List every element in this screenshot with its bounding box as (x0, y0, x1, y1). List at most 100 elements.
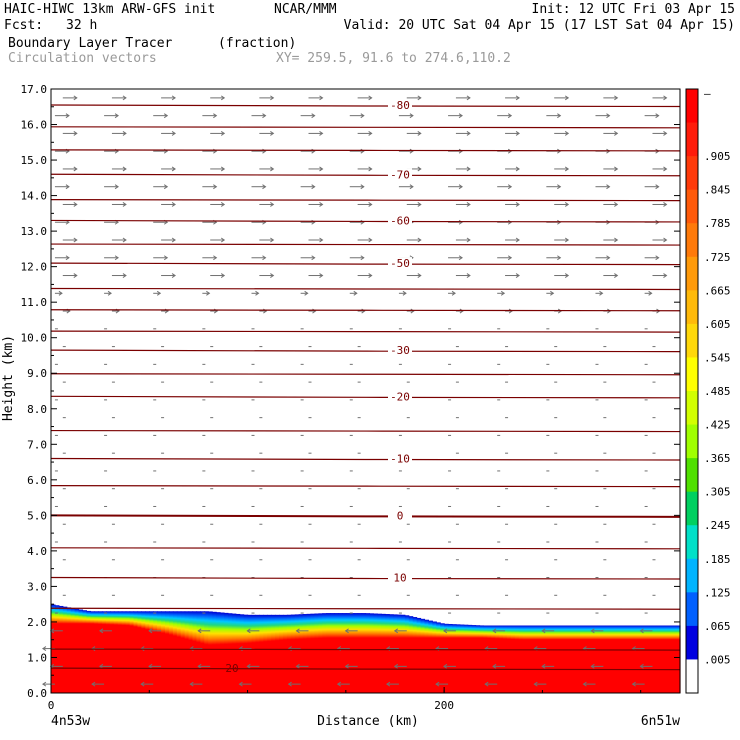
y-axis-label: Height (km) (1, 335, 16, 421)
wind-vector-head (270, 273, 275, 278)
colorbar-label: .905 (704, 150, 731, 163)
xy-range: XY= 259.5, 91.6 to 274.6,110.2 (276, 51, 511, 66)
wind-vector-head (163, 113, 169, 119)
tracer-strip (231, 613, 237, 693)
tracer-strip (522, 625, 528, 693)
wind-vector-head (360, 184, 365, 190)
tracer-strip (432, 621, 437, 693)
tracer-strip (302, 614, 308, 693)
y-tick-label: 7.0 (27, 438, 47, 451)
tracer-strip (393, 614, 398, 693)
tracer-strip (624, 625, 630, 693)
y-tick-label: 8.0 (27, 403, 47, 416)
temperature-contour (50, 514, 681, 518)
tracer-strip (310, 613, 315, 693)
wind-vector-head (99, 663, 104, 669)
wind-vector-head (319, 95, 324, 101)
wind-vector-head (459, 308, 464, 314)
wind-vector-head (220, 95, 226, 101)
tracer-strip (168, 611, 174, 693)
wind-vector-head (246, 628, 251, 634)
tracer-strip (227, 613, 233, 693)
tracer-strip (117, 611, 123, 693)
contour-label-bg (388, 98, 412, 111)
wind-vector-head (295, 663, 300, 669)
tracer-strip (538, 625, 544, 693)
tracer-strip (448, 623, 453, 693)
wind-vector-head (148, 663, 153, 669)
tracer-strip (239, 614, 245, 693)
tracer-strip (554, 625, 559, 693)
y-tick-label: 14.0 (21, 190, 48, 203)
wind-vector-head (220, 273, 226, 278)
tracer-strip (365, 613, 371, 693)
wind-vector-head (189, 646, 194, 652)
tracer-strip (471, 625, 477, 693)
wind-vector-head (360, 113, 365, 119)
tracer-strip (455, 624, 461, 693)
tracer-strip (518, 625, 524, 693)
colorbar-frame (685, 88, 699, 694)
wind-vector-head (507, 184, 513, 190)
tracer-strip (86, 610, 91, 693)
tracer-strip (507, 625, 512, 693)
colorbar-swatch (686, 625, 698, 660)
tracer-strip (479, 625, 485, 693)
wind-vector-head (590, 663, 595, 669)
tracer-strip (275, 614, 280, 693)
contour-label: 20 (225, 662, 238, 675)
tracer-strip (632, 625, 638, 693)
wind-vector-head (99, 628, 104, 634)
contour-label-bg (388, 257, 412, 270)
tracer-strip (125, 611, 131, 693)
wind-vector-head (533, 681, 538, 687)
wind-vector-head (107, 290, 112, 296)
temperature-contours-layer: -80 -70 -60 -50 -30 -20 -10 0 10 20 (50, 98, 681, 675)
y-tick-label: 5.0 (27, 509, 47, 522)
wind-vector-head (458, 113, 463, 119)
wind-vector-head (220, 166, 226, 172)
wind-vector-head (458, 219, 463, 225)
wind-vector-head (368, 166, 373, 172)
tracer-strip (279, 614, 284, 693)
wind-vector-head (458, 148, 463, 154)
colorbar-swatch (686, 558, 698, 593)
wind-vector-head (344, 628, 349, 634)
tracer-strip (660, 625, 665, 693)
contour-label-bg (388, 452, 412, 465)
tracer-strip (306, 613, 312, 693)
tracer-strip (172, 611, 178, 693)
temperature-contour (50, 667, 681, 671)
tracer-strip (109, 611, 115, 693)
circulation-vectors-layer (42, 95, 668, 687)
wind-vector-head (353, 290, 358, 296)
tracer-strip (341, 613, 347, 693)
wind-vector-head (393, 628, 399, 634)
tracer-strip (589, 625, 595, 693)
temperature-contour (50, 547, 681, 550)
contour-label: -10 (390, 453, 410, 466)
tracer-strip (263, 614, 268, 693)
wind-vector-head (163, 255, 169, 261)
tracer-strip (200, 611, 205, 693)
wind-vector-head (262, 184, 267, 190)
wind-vector-head (163, 184, 169, 190)
colorbar-label: .245 (704, 519, 731, 532)
temperature-contour (50, 309, 681, 312)
wind-vector-head (484, 681, 489, 687)
wind-vector-head (91, 681, 96, 687)
temperature-contour (50, 126, 681, 129)
x-axis-label: Distance (km) (317, 714, 419, 729)
colorbar-label: .845 (704, 184, 731, 197)
tracer-strip (298, 614, 304, 693)
tracer-strip (617, 625, 622, 693)
wind-vector-head (614, 130, 619, 136)
wind-vector-head (515, 273, 520, 278)
wind-vector-head (171, 237, 176, 243)
y-tick-label: 17.0 (21, 83, 48, 96)
y-tick-label: 3.0 (27, 580, 47, 593)
wind-vector-head (319, 166, 324, 172)
tracer-strip (389, 614, 394, 693)
tracer-strip (208, 611, 213, 693)
tracer-strip (133, 611, 139, 693)
